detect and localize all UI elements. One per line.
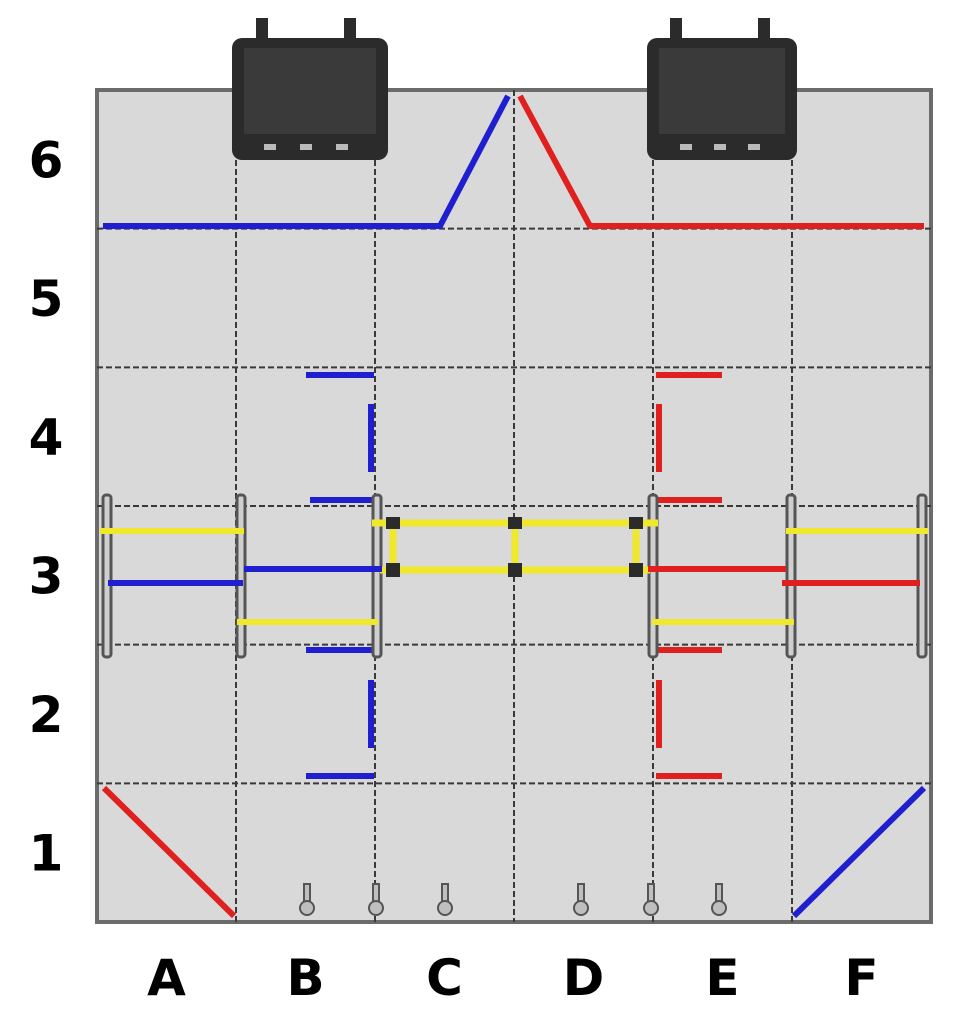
row-label-6: 6 [29,131,64,189]
column-label-a: A [147,949,186,1007]
blue-f1-diagonal [791,785,927,919]
yellow-right-bars [652,528,928,625]
red-top-line [517,94,924,229]
column-label-c: C [426,949,463,1007]
red-e2-lines [656,647,722,779]
row-label-1: 1 [29,825,64,883]
row-label-4: 4 [29,409,64,467]
blue-top-line [103,94,511,229]
column-label-b: B [286,949,324,1007]
column-label-d: D [563,949,605,1007]
column-label-e: E [705,949,739,1007]
row-label-3: 3 [29,547,64,605]
column-label-f: F [844,949,878,1007]
blue-b4-lines [306,372,374,503]
row-label-5: 5 [29,270,64,328]
barrier-posts [101,493,928,659]
goal-left [232,18,388,160]
yellow-frame-joints [386,517,643,577]
blue-b2-lines [306,647,374,779]
red-e4-lines [656,372,722,503]
goal-right [647,18,797,160]
bottom-stands [299,883,727,916]
yellow-left-bars [100,528,378,625]
red-a1-diagonal [101,785,237,919]
row-label-2: 2 [29,686,64,744]
